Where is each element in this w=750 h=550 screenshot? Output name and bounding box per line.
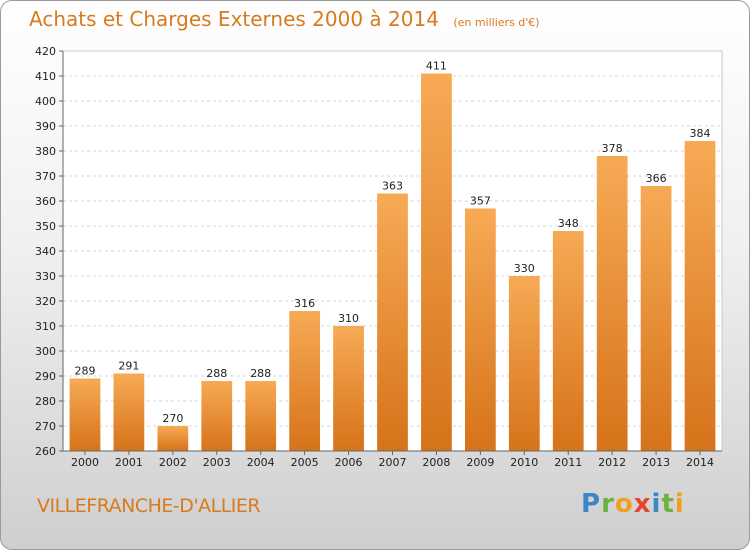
y-tick-label: 270	[35, 420, 56, 433]
x-tick-label: 2007	[379, 456, 407, 469]
bar	[552, 231, 584, 451]
y-tick-label: 320	[35, 295, 56, 308]
y-tick-label: 380	[35, 145, 56, 158]
bar	[421, 73, 452, 451]
x-tick-label: 2001	[115, 456, 143, 469]
bar	[201, 381, 233, 451]
data-label: 384	[690, 127, 711, 140]
y-tick-label: 340	[35, 245, 56, 258]
bar	[464, 208, 496, 451]
chart-subtitle: (en milliers d'€)	[453, 16, 540, 29]
bar	[377, 193, 408, 451]
chart-title: Achats et Charges Externes 2000 à 2014 (…	[29, 7, 540, 31]
data-label: 363	[382, 180, 403, 193]
x-tick-label: 2002	[159, 456, 187, 469]
x-tick-label: 2013	[642, 456, 670, 469]
bar	[245, 381, 277, 451]
bar	[113, 373, 145, 451]
bar	[157, 426, 189, 451]
x-tick-label: 2006	[335, 456, 363, 469]
bar	[596, 156, 628, 451]
bar	[684, 141, 716, 451]
y-tick-label: 290	[35, 370, 56, 383]
data-label: 366	[646, 172, 667, 185]
x-tick-label: 2005	[291, 456, 319, 469]
data-label: 270	[162, 412, 183, 425]
bar	[333, 326, 364, 451]
y-tick-label: 420	[35, 45, 56, 58]
bar	[508, 276, 540, 451]
y-tick-label: 330	[35, 270, 56, 283]
chart-title-text: Achats et Charges Externes 2000 à 2014	[29, 7, 439, 31]
x-tick-label: 2000	[71, 456, 99, 469]
data-label: 330	[514, 262, 535, 275]
bar-layer: 289 291 270 288 288 316 310 363 411 357 330 348 378 3…	[69, 60, 716, 451]
x-tick-label: 2012	[598, 456, 626, 469]
data-label: 357	[470, 195, 491, 208]
y-tick-label: 300	[35, 345, 56, 358]
x-tick-label: 2004	[247, 456, 275, 469]
bar	[640, 186, 672, 451]
x-tick-label: 2011	[554, 456, 582, 469]
x-tick-label: 2010	[510, 456, 538, 469]
data-label: 378	[602, 142, 623, 155]
data-label: 291	[118, 360, 139, 373]
y-tick-label: 400	[35, 95, 56, 108]
bar	[69, 378, 101, 451]
x-tick-label: 2008	[422, 456, 450, 469]
x-tick-label: 2003	[203, 456, 231, 469]
y-tick-label: 410	[35, 70, 56, 83]
x-tick-label: 2014	[686, 456, 714, 469]
city-name: VILLEFRANCHE-D'ALLIER	[37, 495, 261, 517]
data-label: 289	[74, 365, 95, 378]
proxiti-logo: Proxiti	[581, 489, 685, 519]
y-tick-label: 310	[35, 320, 56, 333]
x-tick-label: 2009	[466, 456, 494, 469]
y-tick-label: 350	[35, 220, 56, 233]
axis-layer: 260 270 280 290 300 310 320 330 340 350 360 370 380 3…	[35, 45, 722, 469]
data-label: 288	[206, 367, 227, 380]
data-label: 411	[426, 60, 447, 73]
data-label: 316	[294, 297, 315, 310]
data-label: 310	[338, 312, 359, 325]
data-label: 288	[250, 367, 271, 380]
bar	[289, 311, 321, 451]
y-tick-label: 260	[35, 445, 56, 458]
y-tick-label: 390	[35, 120, 56, 133]
data-label: 348	[558, 217, 579, 230]
y-tick-label: 360	[35, 195, 56, 208]
y-tick-label: 370	[35, 170, 56, 183]
y-tick-label: 280	[35, 395, 56, 408]
